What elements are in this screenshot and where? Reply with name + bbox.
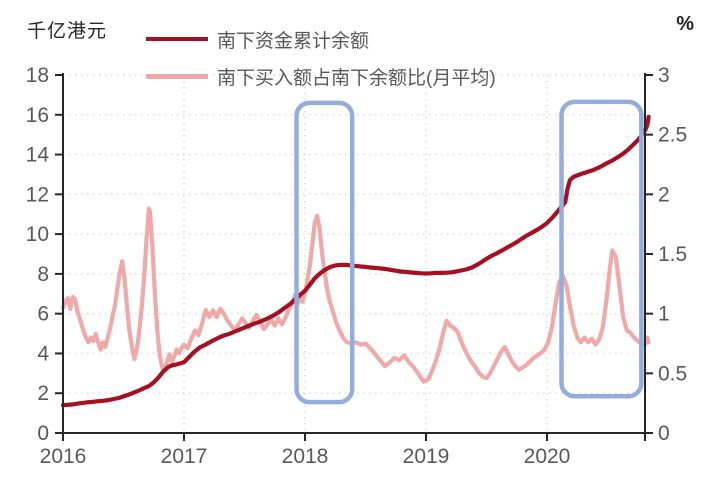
- right-axis-tick-label: 2: [658, 183, 670, 206]
- right-axis-unit-label: %: [676, 13, 694, 35]
- x-axis-tick-label: 2019: [403, 445, 450, 468]
- legend-label-balance: 南下资金累计余额: [217, 30, 370, 52]
- x-axis-tick-label: 2017: [161, 445, 208, 468]
- 2018-highlight-box: [294, 100, 355, 405]
- left-axis-tick-label: 14: [26, 144, 50, 167]
- left-axis-unit-label: 千亿港元: [27, 21, 108, 42]
- left-axis-tick-label: 8: [37, 263, 49, 286]
- left-axis-tick-label: 16: [26, 104, 49, 127]
- right-axis-tick-label: 3: [658, 64, 670, 87]
- legend: 南下资金累计余额 南下买入额占南下余额比(月平均): [146, 28, 496, 102]
- right-axis-tick-label: 1: [658, 303, 670, 326]
- left-axis-tick-label: 18: [26, 64, 49, 87]
- x-axis-tick-label: 2020: [524, 445, 571, 468]
- balance-series-line: [60, 114, 651, 408]
- right-axis-tick-label: 0.5: [658, 362, 687, 385]
- 2020-highlight-box: [559, 99, 644, 399]
- x-axis-tick-label: 2016: [40, 445, 87, 468]
- legend-swatch-ratio: [146, 73, 208, 79]
- right-axis-tick-label: 0: [658, 422, 670, 445]
- right-axis-tick-label: 2.5: [658, 124, 687, 147]
- left-axis-tick-label: 6: [37, 303, 49, 326]
- legend-label-ratio: 南下买入额占南下余额比(月平均): [217, 67, 496, 89]
- left-axis-tick-label: 4: [37, 342, 49, 365]
- right-axis-tick-label: 1.5: [658, 243, 687, 266]
- left-axis-tick-label: 0: [37, 422, 49, 445]
- ratio-series-line: [60, 206, 651, 384]
- x-axis-tick-label: 2018: [282, 445, 329, 468]
- left-axis-tick-label: 12: [26, 183, 49, 206]
- left-axis-tick-label: 10: [26, 223, 49, 246]
- legend-item-ratio: 南下买入额占南下余额比(月平均): [146, 65, 496, 89]
- legend-swatch-balance: [146, 37, 208, 41]
- left-axis-tick-label: 2: [37, 382, 49, 405]
- legend-item-balance: 南下资金累计余额: [146, 28, 496, 52]
